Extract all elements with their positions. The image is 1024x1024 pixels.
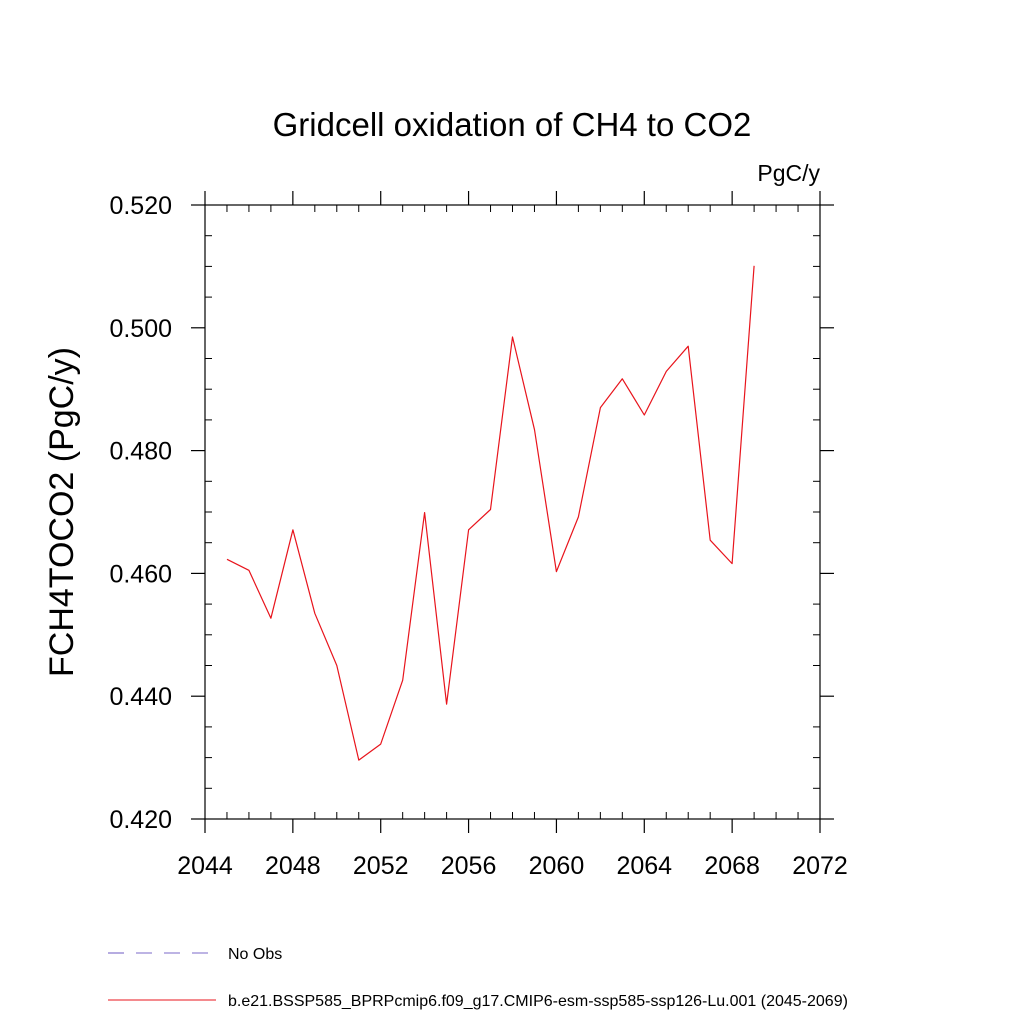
series-line [226, 265, 755, 761]
x-tick-label: 2056 [441, 852, 497, 880]
y-tick-label: 0.460 [109, 560, 172, 588]
x-tick-label: 2072 [792, 852, 848, 880]
y-axis-label: FCH4TOCO2 (PgC/y) [43, 347, 81, 677]
x-tick-label: 2060 [529, 852, 585, 880]
legend-label: No Obs [228, 946, 282, 963]
y-tick-label: 0.500 [109, 315, 172, 343]
units-label: PgC/y [757, 160, 820, 186]
y-tick-label: 0.440 [109, 683, 172, 711]
series-lines [226, 265, 755, 761]
legend: No Obs b.e21.BSSP585_BPRPcmip6.f09_g17.CM… [108, 946, 848, 1010]
x-tick-label: 2048 [265, 852, 321, 880]
chart-title: Gridcell oxidation of CH4 to CO2 [273, 106, 752, 143]
x-tick-label: 2068 [704, 852, 760, 880]
y-tick-label: 0.420 [109, 806, 172, 834]
x-tick-label: 2044 [177, 852, 233, 880]
axis-ticks: 2044 2048 2052 2056 2060 2064 2068 2072 0.420 0.4… [109, 191, 848, 880]
x-tick-label: 2052 [353, 852, 409, 880]
legend-label: b.e21.BSSP585_BPRPcmip6.f09_g17.CMIP6-es… [228, 993, 848, 1010]
y-tick-label: 0.480 [109, 438, 172, 466]
x-tick-label: 2064 [616, 852, 672, 880]
y-tick-label: 0.520 [109, 192, 172, 220]
plot-frame [204, 204, 821, 820]
